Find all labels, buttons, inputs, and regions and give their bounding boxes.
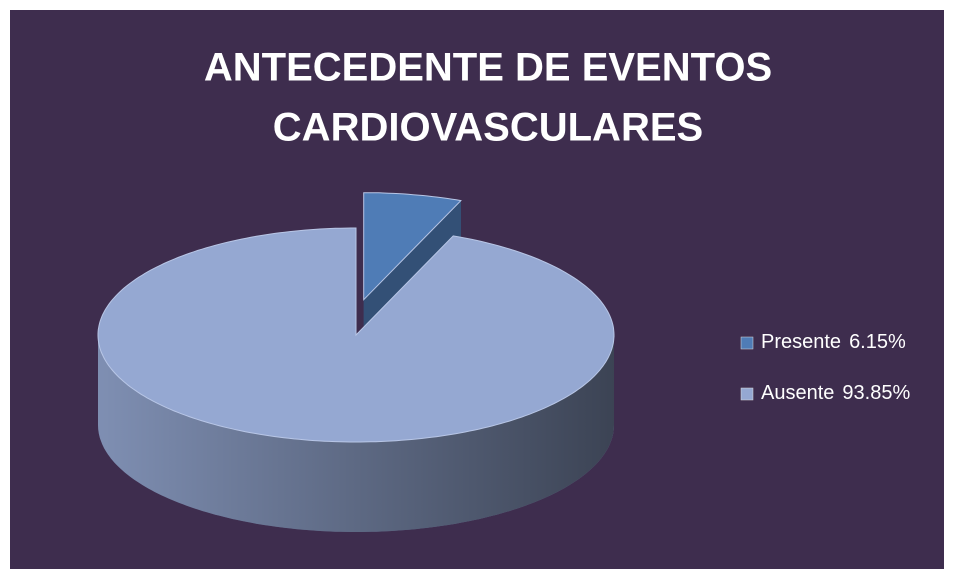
legend-marker	[740, 336, 754, 350]
chart-title: ANTECEDENTE DE EVENTOS	[204, 46, 772, 90]
pie-slice	[97, 227, 615, 532]
legend-name: Ausente	[761, 382, 834, 404]
legend-name: Presente	[761, 331, 841, 353]
legend-label: Ausente 93.85%	[761, 382, 910, 404]
slice-top	[363, 192, 462, 301]
legend-value: 6.15%	[849, 331, 906, 353]
legend-label: Presente 6.15%	[761, 331, 906, 353]
chart-title: CARDIOVASCULARES	[273, 106, 703, 150]
legend-value: 93.85%	[842, 382, 910, 404]
slice-top	[97, 227, 615, 443]
legend-marker	[740, 387, 754, 401]
slice-side-shade	[98, 335, 614, 532]
